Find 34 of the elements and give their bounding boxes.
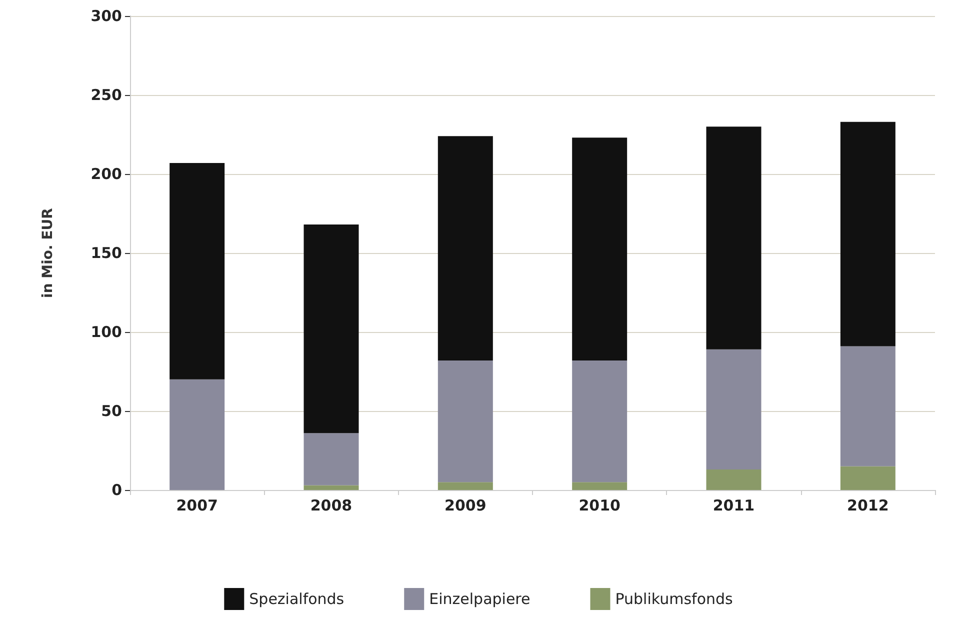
bar [438,360,493,482]
bar [304,224,359,434]
legend-label: Publikumsfonds [615,590,734,608]
x-tick-label: 2012 [847,496,889,514]
x-tick-label: 2010 [578,496,620,514]
y-tick-label: 200 [90,165,122,183]
legend-label: Spezialfonds [249,590,344,608]
bar [572,138,628,360]
y-axis-title: in Mio. EUR [40,208,56,298]
bar [304,485,359,490]
bar [572,482,628,490]
bar [706,469,762,490]
bar [840,346,896,466]
y-tick-label: 50 [101,402,122,420]
bar [706,349,762,470]
bar [438,482,493,490]
x-tick-label: 2009 [444,496,486,514]
bar [438,136,493,360]
bar [170,162,225,380]
y-tick-label: 100 [90,323,122,341]
bar [304,433,359,486]
bar [840,466,896,490]
y-tick-label: 300 [90,7,122,25]
x-tick-label: 2007 [176,496,218,514]
bar [170,379,225,490]
bar [840,122,896,346]
y-tick-label: 250 [90,86,122,104]
bar [572,360,628,482]
bar [706,126,762,350]
x-tick-label: 2011 [712,496,755,514]
y-tick-label: 150 [90,244,122,262]
legend-label: Einzelpapiere [429,590,530,608]
x-tick-label: 2008 [310,496,352,514]
y-tick-label: 0 [112,481,122,499]
